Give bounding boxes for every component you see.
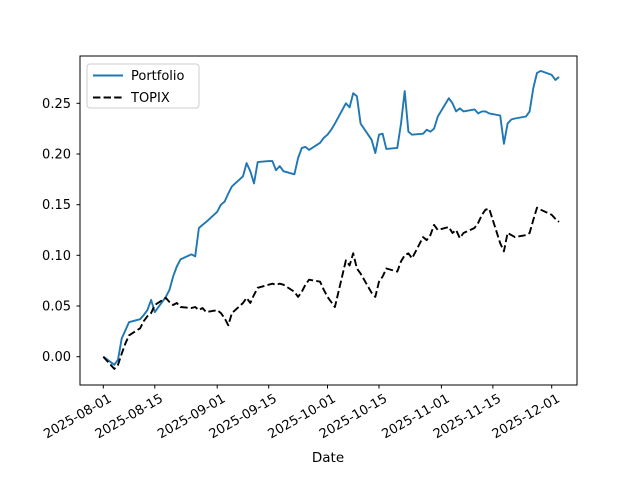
legend-label-portfolio: Portfolio [131, 69, 185, 84]
x-axis-title: Date [312, 450, 344, 466]
portfolio-line [102, 69, 560, 366]
x-axis-ticks: 2025-08-012025-08-152025-09-012025-09-15… [41, 385, 563, 442]
y-tick-label: 0.05 [42, 300, 71, 315]
y-tick-label: 0.20 [42, 148, 71, 163]
y-tick-label: 0.10 [42, 249, 71, 264]
plot-area [80, 56, 577, 385]
y-tick-label: 0.25 [42, 97, 71, 112]
y-axis-ticks: 0.00 0.05 0.10 0.15 0.20 0.25 [42, 97, 80, 365]
legend-label-topix: TOPIX [130, 91, 170, 106]
axes-frame [79, 55, 578, 386]
y-tick-label: 0.15 [42, 198, 71, 213]
y-tick-label: 0.00 [42, 350, 71, 365]
legend: Portfolio TOPIX [86, 63, 200, 109]
data-series [102, 69, 560, 370]
topix-line [102, 206, 560, 370]
